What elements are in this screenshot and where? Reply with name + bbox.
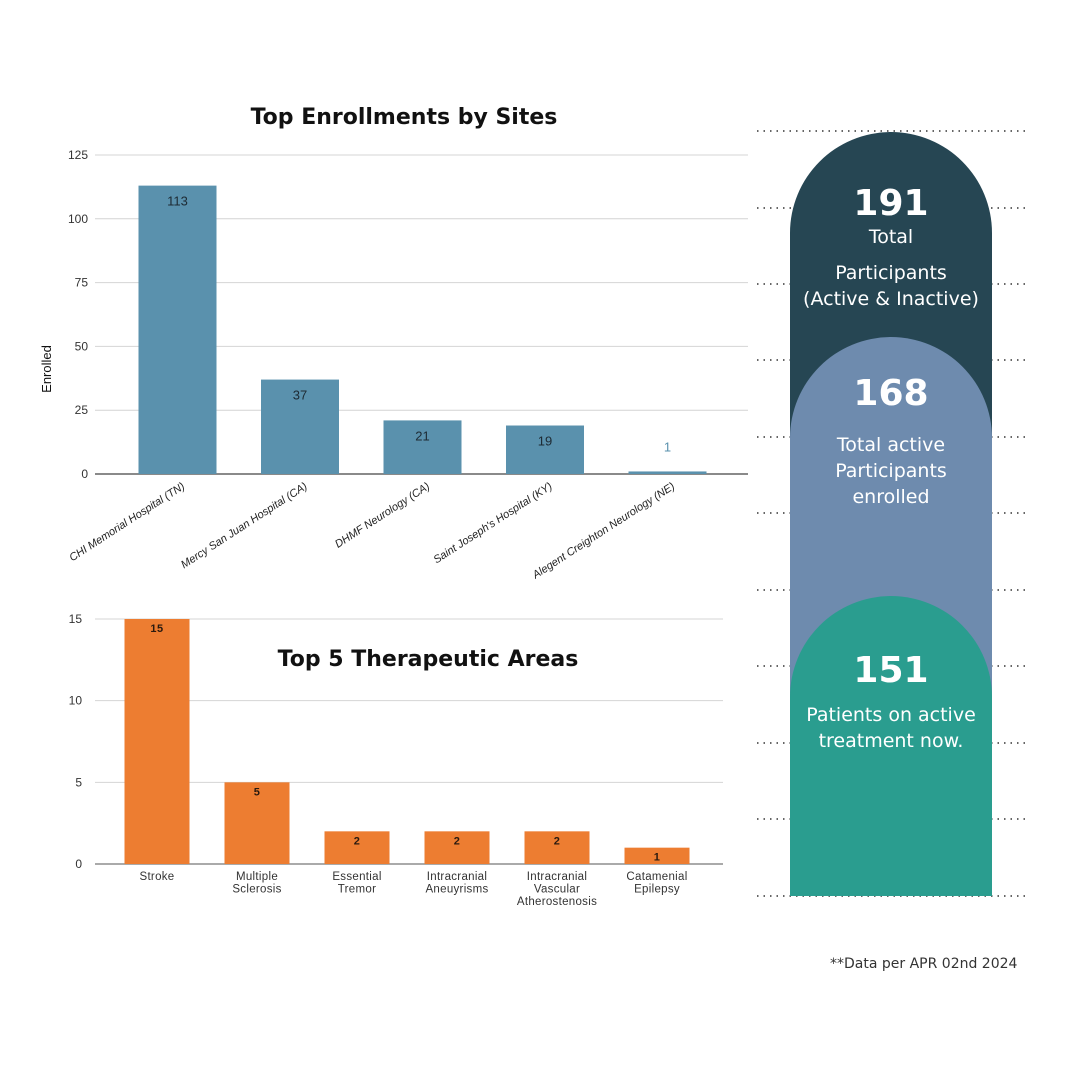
stat-arch	[790, 596, 992, 896]
bar	[628, 471, 707, 474]
bar	[383, 420, 462, 474]
y-tick-label: 5	[75, 775, 82, 789]
bar	[524, 831, 590, 864]
bar-value-label: 2	[454, 835, 461, 847]
y-tick-label: 0	[81, 467, 88, 481]
y-tick-label: 75	[75, 276, 89, 290]
y-tick-label: 125	[68, 148, 88, 162]
bar-value-label: 1	[654, 852, 661, 864]
y-tick-label: 10	[69, 694, 83, 708]
bar	[424, 831, 490, 864]
x-tick-label: Essential Tremor	[332, 871, 381, 896]
chart-title: Top Enrollments by Sites	[251, 105, 558, 130]
x-tick-label: Mercy San Juan Hospital (CA)	[179, 480, 310, 571]
bar-value-label: 113	[167, 194, 188, 209]
bar	[124, 619, 190, 864]
stat-description: Participants	[835, 460, 947, 482]
chart-title: Top 5 Therapeutic Areas	[278, 647, 579, 672]
bar-value-label: 37	[293, 388, 307, 403]
bar-value-label: 15	[150, 623, 163, 635]
x-tick-label: Stroke	[139, 871, 174, 883]
bar-value-label: 2	[354, 835, 361, 847]
data-date-footnote: **Data per APR 02nd 2024	[830, 956, 1018, 972]
stat-number: 168	[853, 373, 928, 414]
y-tick-label: 0	[75, 857, 82, 871]
stat-description: Patients on active	[806, 704, 976, 726]
stat-description: (Active & Inactive)	[803, 288, 979, 310]
x-tick-label: CHI Memorial Hospital (TN)	[67, 480, 187, 564]
bar-value-label: 2	[554, 835, 561, 847]
x-tick-label: Alegent Creighton Neurology (NE)	[530, 480, 678, 582]
stat-description: Total	[868, 226, 913, 248]
x-tick-label: Intracranial Vascular Atherostenosis	[517, 871, 597, 908]
y-tick-label: 15	[69, 612, 83, 626]
stat-description: treatment now.	[819, 730, 964, 752]
bar	[261, 379, 339, 474]
y-axis-label: Enrolled	[39, 345, 54, 393]
bar	[324, 831, 390, 864]
stat-number: 151	[853, 650, 928, 691]
bar	[224, 782, 290, 864]
therapeutic-areas-chart: 0 5 10 15 Top 5 Therapeutic Areas 15 Stroke 5 Mu…	[69, 612, 723, 908]
y-tick-label: 50	[75, 339, 89, 353]
bar-value-label: 19	[538, 434, 552, 449]
x-tick-label: Catamenial Epilepsy	[626, 871, 687, 896]
enrollments-by-site-chart: Top Enrollments by Sites 0 25 50 75 100 125 Enr…	[39, 105, 748, 582]
y-tick-label: 100	[68, 212, 88, 226]
bar	[624, 847, 690, 864]
x-tick-label: Saint Joseph's Hospital (KY)	[431, 480, 554, 566]
x-tick-label: DHMF Neurology (CA)	[333, 480, 432, 550]
bar	[506, 425, 584, 474]
bar-value-label: 1	[664, 439, 671, 454]
bar-value-label: 5	[254, 786, 261, 798]
x-tick-label: Multiple Sclerosis	[232, 871, 281, 896]
x-tick-label: Intracranial Aneuyrisms	[425, 871, 488, 896]
stat-description: Participants	[835, 262, 947, 284]
stat-description: Total active	[836, 434, 945, 456]
bar	[138, 185, 217, 474]
bar-value-label: 21	[415, 428, 429, 443]
y-tick-label: 25	[75, 403, 89, 417]
stat-description: enrolled	[852, 486, 929, 508]
stat-number: 191	[853, 183, 928, 224]
